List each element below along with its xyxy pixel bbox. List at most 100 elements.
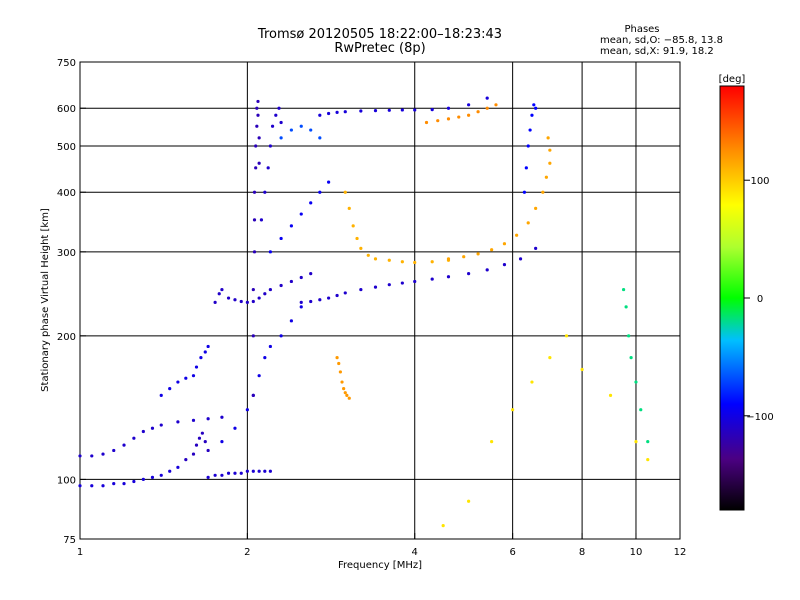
echo-point <box>277 106 281 110</box>
echo-point <box>485 268 489 272</box>
echo-point <box>132 436 136 440</box>
echo-point <box>528 128 532 132</box>
echo-point <box>467 272 471 276</box>
echo-point <box>159 393 163 398</box>
echo-point <box>424 120 429 125</box>
echo-point <box>343 291 347 295</box>
echo-point <box>159 473 163 477</box>
echo-point <box>347 206 351 210</box>
phases-stats-x: mean, sd,X: 91.9, 18.2 <box>600 46 714 57</box>
echo-point <box>318 136 322 140</box>
echo-point <box>413 279 417 284</box>
echo-point <box>546 136 550 140</box>
echo-point <box>318 190 322 194</box>
echo-point <box>213 473 217 477</box>
echo-point <box>541 190 545 194</box>
echo-point <box>255 124 259 128</box>
echo-point <box>191 452 196 456</box>
x-tick-label: 8 <box>579 547 585 558</box>
echo-point <box>150 475 155 479</box>
echo-point <box>251 299 255 304</box>
chart-title: Tromsø 20120505 18:22:00–18:23:43 <box>257 27 502 42</box>
echo-point <box>220 415 224 419</box>
echo-point <box>627 334 631 338</box>
echo-point <box>256 99 260 104</box>
y-tick-label: 750 <box>57 58 76 69</box>
x-axis-ticks: 1 2 4 6 8 10 12 <box>77 533 686 558</box>
echo-point <box>639 408 643 412</box>
echo-point <box>345 393 349 398</box>
echo-point <box>90 484 94 488</box>
echo-point <box>233 298 237 302</box>
echo-point <box>206 448 210 453</box>
echo-point <box>289 279 293 284</box>
echo-point <box>373 285 378 289</box>
echo-point <box>548 356 552 360</box>
echo-point <box>194 443 199 447</box>
echo-point <box>176 380 180 384</box>
echo-point <box>263 469 267 473</box>
echo-point <box>318 113 322 117</box>
echo-point <box>176 465 180 469</box>
echo-point <box>226 471 231 475</box>
y-tick-label: 100 <box>57 475 76 486</box>
echo-point <box>251 469 255 473</box>
echo-point <box>257 161 261 165</box>
echo-point <box>485 96 489 100</box>
echo-point <box>206 417 210 421</box>
echo-point <box>159 423 163 427</box>
echo-point <box>532 103 536 107</box>
echo-point <box>485 106 489 110</box>
echo-point <box>524 166 528 170</box>
echo-point <box>122 443 126 447</box>
echo-point <box>544 175 548 179</box>
echo-point <box>252 250 257 254</box>
echo-point <box>78 484 82 488</box>
echo-point <box>270 124 275 128</box>
echo-point <box>101 452 105 456</box>
echo-point <box>279 236 283 241</box>
echo-point <box>268 344 272 349</box>
echo-point <box>534 106 538 110</box>
echo-point <box>257 296 261 300</box>
echo-point <box>206 344 210 349</box>
echo-point <box>112 481 116 486</box>
echo-point <box>132 479 136 484</box>
echo-point <box>646 440 650 444</box>
echo-point <box>150 426 155 430</box>
echo-point <box>268 144 272 148</box>
y-tick-label: 200 <box>57 332 76 343</box>
echo-point <box>168 387 172 391</box>
echo-point <box>476 110 480 114</box>
echo-point <box>299 124 303 128</box>
echo-point <box>141 477 145 482</box>
echo-point <box>327 111 331 116</box>
echo-point <box>309 272 313 276</box>
echo-point <box>490 248 494 252</box>
echo-point <box>515 233 519 237</box>
echo-point <box>268 250 272 254</box>
echo-point <box>252 218 257 222</box>
echo-point <box>206 475 210 479</box>
echo-point <box>245 469 249 473</box>
echo-point <box>490 440 494 444</box>
echo-point <box>338 370 342 374</box>
echo-point <box>289 224 293 228</box>
echo-point <box>335 110 339 115</box>
echo-point <box>226 296 231 300</box>
echo-point <box>309 299 313 304</box>
grid-lines <box>80 62 680 539</box>
echo-point <box>634 440 638 444</box>
echo-point <box>279 136 283 140</box>
echo-point <box>309 201 313 205</box>
echo-point <box>274 113 278 117</box>
colorbar-tick-label: −100 <box>746 412 773 423</box>
echo-point <box>122 481 126 486</box>
echo-point <box>511 408 515 412</box>
y-tick-label: 300 <box>57 248 76 259</box>
echo-point <box>191 418 196 422</box>
echo-point <box>168 469 172 473</box>
echo-point <box>359 287 363 292</box>
